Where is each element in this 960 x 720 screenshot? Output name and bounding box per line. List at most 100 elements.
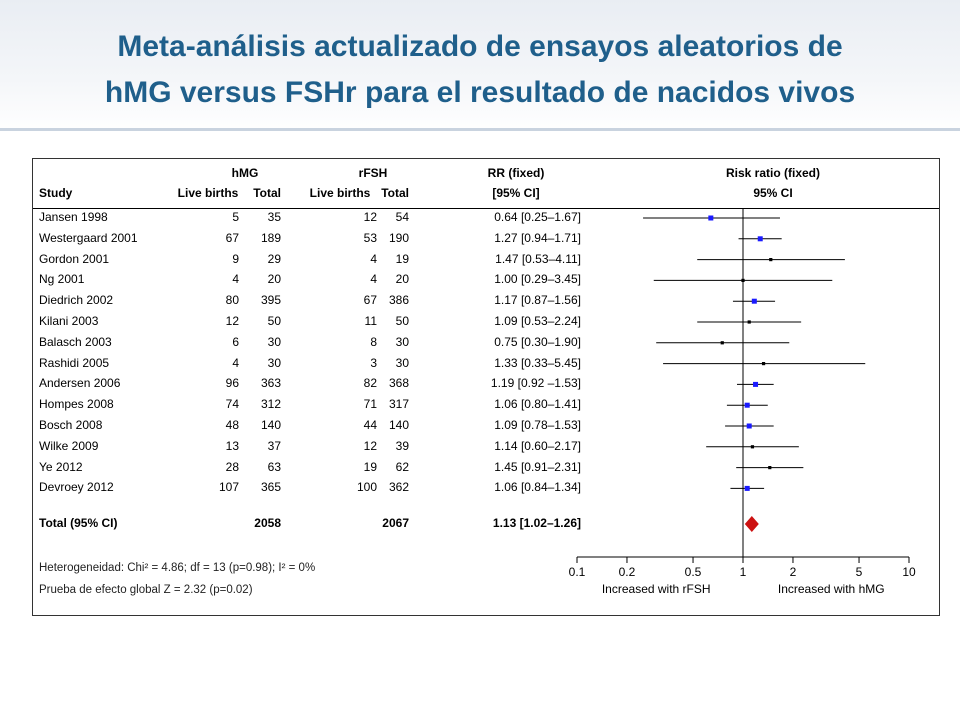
forest-plot-frame: hMG rFSH RR (fixed) Risk ratio (fixed) S… bbox=[32, 158, 940, 616]
rfsh-total: 30 bbox=[395, 355, 409, 370]
hmg-total: 35 bbox=[267, 210, 281, 224]
study-name: Balasch 2003 bbox=[39, 334, 112, 349]
rfsh-live-births: 100 bbox=[356, 480, 377, 495]
rr-ci-text: 1.09 [0.53–2.24] bbox=[494, 314, 581, 328]
header-divider bbox=[33, 208, 939, 209]
rfsh-total: 54 bbox=[395, 210, 409, 224]
study-name: Wilke 2009 bbox=[39, 438, 99, 453]
rr-ci-text: 1.27 [0.94–1.71] bbox=[494, 230, 581, 245]
title-line-2: hMG versus FSHr para el resultado de nac… bbox=[104, 76, 856, 109]
hmg-live-births: 4 bbox=[232, 355, 239, 370]
rfsh-live-births: 71 bbox=[363, 397, 377, 412]
rfsh-total: 386 bbox=[388, 293, 409, 308]
rr-ci-text: 1.19 [0.92 –1.53] bbox=[490, 376, 581, 391]
rfsh-live-births: 67 bbox=[363, 293, 377, 308]
rfsh-live-births: 53 bbox=[363, 230, 377, 245]
hmg-total: 363 bbox=[260, 376, 281, 391]
rr-ci-text: 1.33 [0.33–5.45] bbox=[494, 355, 581, 370]
hmg-live-births: 96 bbox=[225, 376, 239, 391]
rr-ci-text: 1.45 [0.91–2.31] bbox=[494, 459, 581, 474]
hmg-total: 312 bbox=[260, 397, 281, 412]
x-tick-label: 0.5 bbox=[685, 565, 702, 579]
point-estimate bbox=[757, 236, 763, 242]
hmg-live-births: 28 bbox=[225, 459, 239, 474]
rfsh-total: 368 bbox=[388, 376, 409, 391]
total-label: Total (95% CI) bbox=[39, 516, 118, 530]
rr-ci-text: 0.64 [0.25–1.67] bbox=[494, 210, 581, 224]
hmg-live-births: 48 bbox=[225, 418, 239, 432]
x-tick-label: 0.2 bbox=[619, 565, 636, 579]
rfsh-total: 317 bbox=[388, 397, 409, 412]
rfsh-total: 39 bbox=[395, 438, 409, 453]
hmg-total: 50 bbox=[267, 314, 281, 328]
point-estimate bbox=[746, 423, 752, 429]
x-tick-label: 0.1 bbox=[569, 565, 586, 579]
rfsh-total: 362 bbox=[388, 480, 409, 495]
total-hmg: 2058 bbox=[254, 516, 281, 530]
rr-ci-text: 1.17 [0.87–1.56] bbox=[494, 293, 581, 308]
point-estimate bbox=[747, 320, 751, 324]
hmg-live-births: 80 bbox=[225, 293, 239, 308]
overall-effect-text: Prueba de efecto global Z = 2.32 (p=0.02… bbox=[39, 584, 253, 596]
x-tick-label: 1 bbox=[740, 565, 747, 579]
study-name: Rashidi 2005 bbox=[39, 355, 110, 370]
hmg-total: 395 bbox=[260, 293, 281, 308]
point-estimate bbox=[761, 362, 766, 366]
study-name: Ye 2012 bbox=[39, 459, 83, 474]
x-label-left: Increased with rFSH bbox=[602, 582, 711, 596]
header-rr-fixed: RR (fixed) bbox=[487, 166, 545, 180]
rfsh-total: 30 bbox=[395, 334, 409, 349]
hmg-live-births: 67 bbox=[225, 230, 239, 245]
rr-ci-text: 1.14 [0.60–2.17] bbox=[494, 438, 581, 453]
point-estimate bbox=[769, 258, 773, 262]
rfsh-live-births: 12 bbox=[363, 438, 377, 453]
header-hmg: hMG bbox=[231, 166, 259, 180]
x-tick-label: 10 bbox=[902, 565, 916, 579]
rfsh-live-births: 11 bbox=[364, 314, 377, 328]
pooled-diamond bbox=[744, 516, 759, 532]
hmg-total: 140 bbox=[260, 418, 281, 432]
hmg-live-births: 12 bbox=[225, 314, 239, 328]
study-name: Devroey 2012 bbox=[39, 480, 114, 495]
hmg-live-births: 6 bbox=[232, 334, 239, 349]
hmg-total: 189 bbox=[260, 230, 281, 245]
header-study: Study bbox=[39, 186, 73, 200]
title-line-1: Meta-análisis actualizado de ensayos ale… bbox=[117, 30, 843, 63]
x-label-right: Increased with hMG bbox=[778, 582, 885, 596]
rfsh-live-births: 12 bbox=[363, 210, 377, 224]
header-rfsh-total: Total bbox=[381, 186, 409, 200]
point-estimate bbox=[720, 341, 724, 345]
hmg-total: 30 bbox=[267, 355, 281, 370]
slide-title: Meta-análisis actualizado de ensayos ale… bbox=[0, 24, 960, 116]
point-estimate bbox=[750, 445, 755, 449]
heterogeneity-text: Heterogeneidad: Chi² = 4.86; df = 13 (p=… bbox=[39, 562, 316, 574]
rfsh-live-births: 19 bbox=[363, 459, 377, 474]
hmg-total: 20 bbox=[267, 272, 281, 287]
hmg-total: 30 bbox=[267, 334, 281, 349]
header-hmg-live: Live births bbox=[177, 186, 239, 200]
x-tick-label: 5 bbox=[856, 565, 863, 579]
forest-plot-svg: 0.1 0.2 0.5 1 2 5 10 Increased with rFSH Increas… bbox=[569, 208, 916, 596]
rfsh-total: 140 bbox=[388, 418, 409, 432]
hmg-total: 29 bbox=[267, 251, 281, 266]
rfsh-live-births: 3 bbox=[370, 355, 377, 370]
rr-ci-text: 1.47 [0.53–4.11] bbox=[495, 251, 581, 266]
study-name: Kilani 2003 bbox=[39, 314, 99, 328]
rfsh-live-births: 4 bbox=[370, 272, 377, 287]
hmg-live-births: 74 bbox=[225, 397, 239, 412]
rr-ci-text: 1.09 [0.78–1.53] bbox=[494, 418, 581, 432]
hmg-total: 365 bbox=[260, 480, 281, 495]
rr-ci-text: 1.06 [0.80–1.41] bbox=[494, 397, 581, 412]
rr-ci-text: 1.00 [0.29–3.45] bbox=[494, 272, 581, 287]
title-banner bbox=[0, 0, 960, 132]
hmg-live-births: 5 bbox=[232, 210, 239, 224]
rfsh-total: 190 bbox=[388, 230, 409, 245]
study-name: Jansen 1998 bbox=[39, 210, 108, 224]
header-risk-ratio: Risk ratio (fixed) bbox=[725, 166, 821, 180]
header-rfsh-live: Live births bbox=[309, 186, 371, 200]
hmg-total: 63 bbox=[267, 459, 281, 474]
study-name: Hompes 2008 bbox=[39, 397, 114, 412]
header-hmg-total: Total bbox=[253, 186, 281, 200]
rr-ci-text: 1.06 [0.84–1.34] bbox=[494, 480, 581, 495]
rfsh-live-births: 44 bbox=[363, 418, 377, 432]
